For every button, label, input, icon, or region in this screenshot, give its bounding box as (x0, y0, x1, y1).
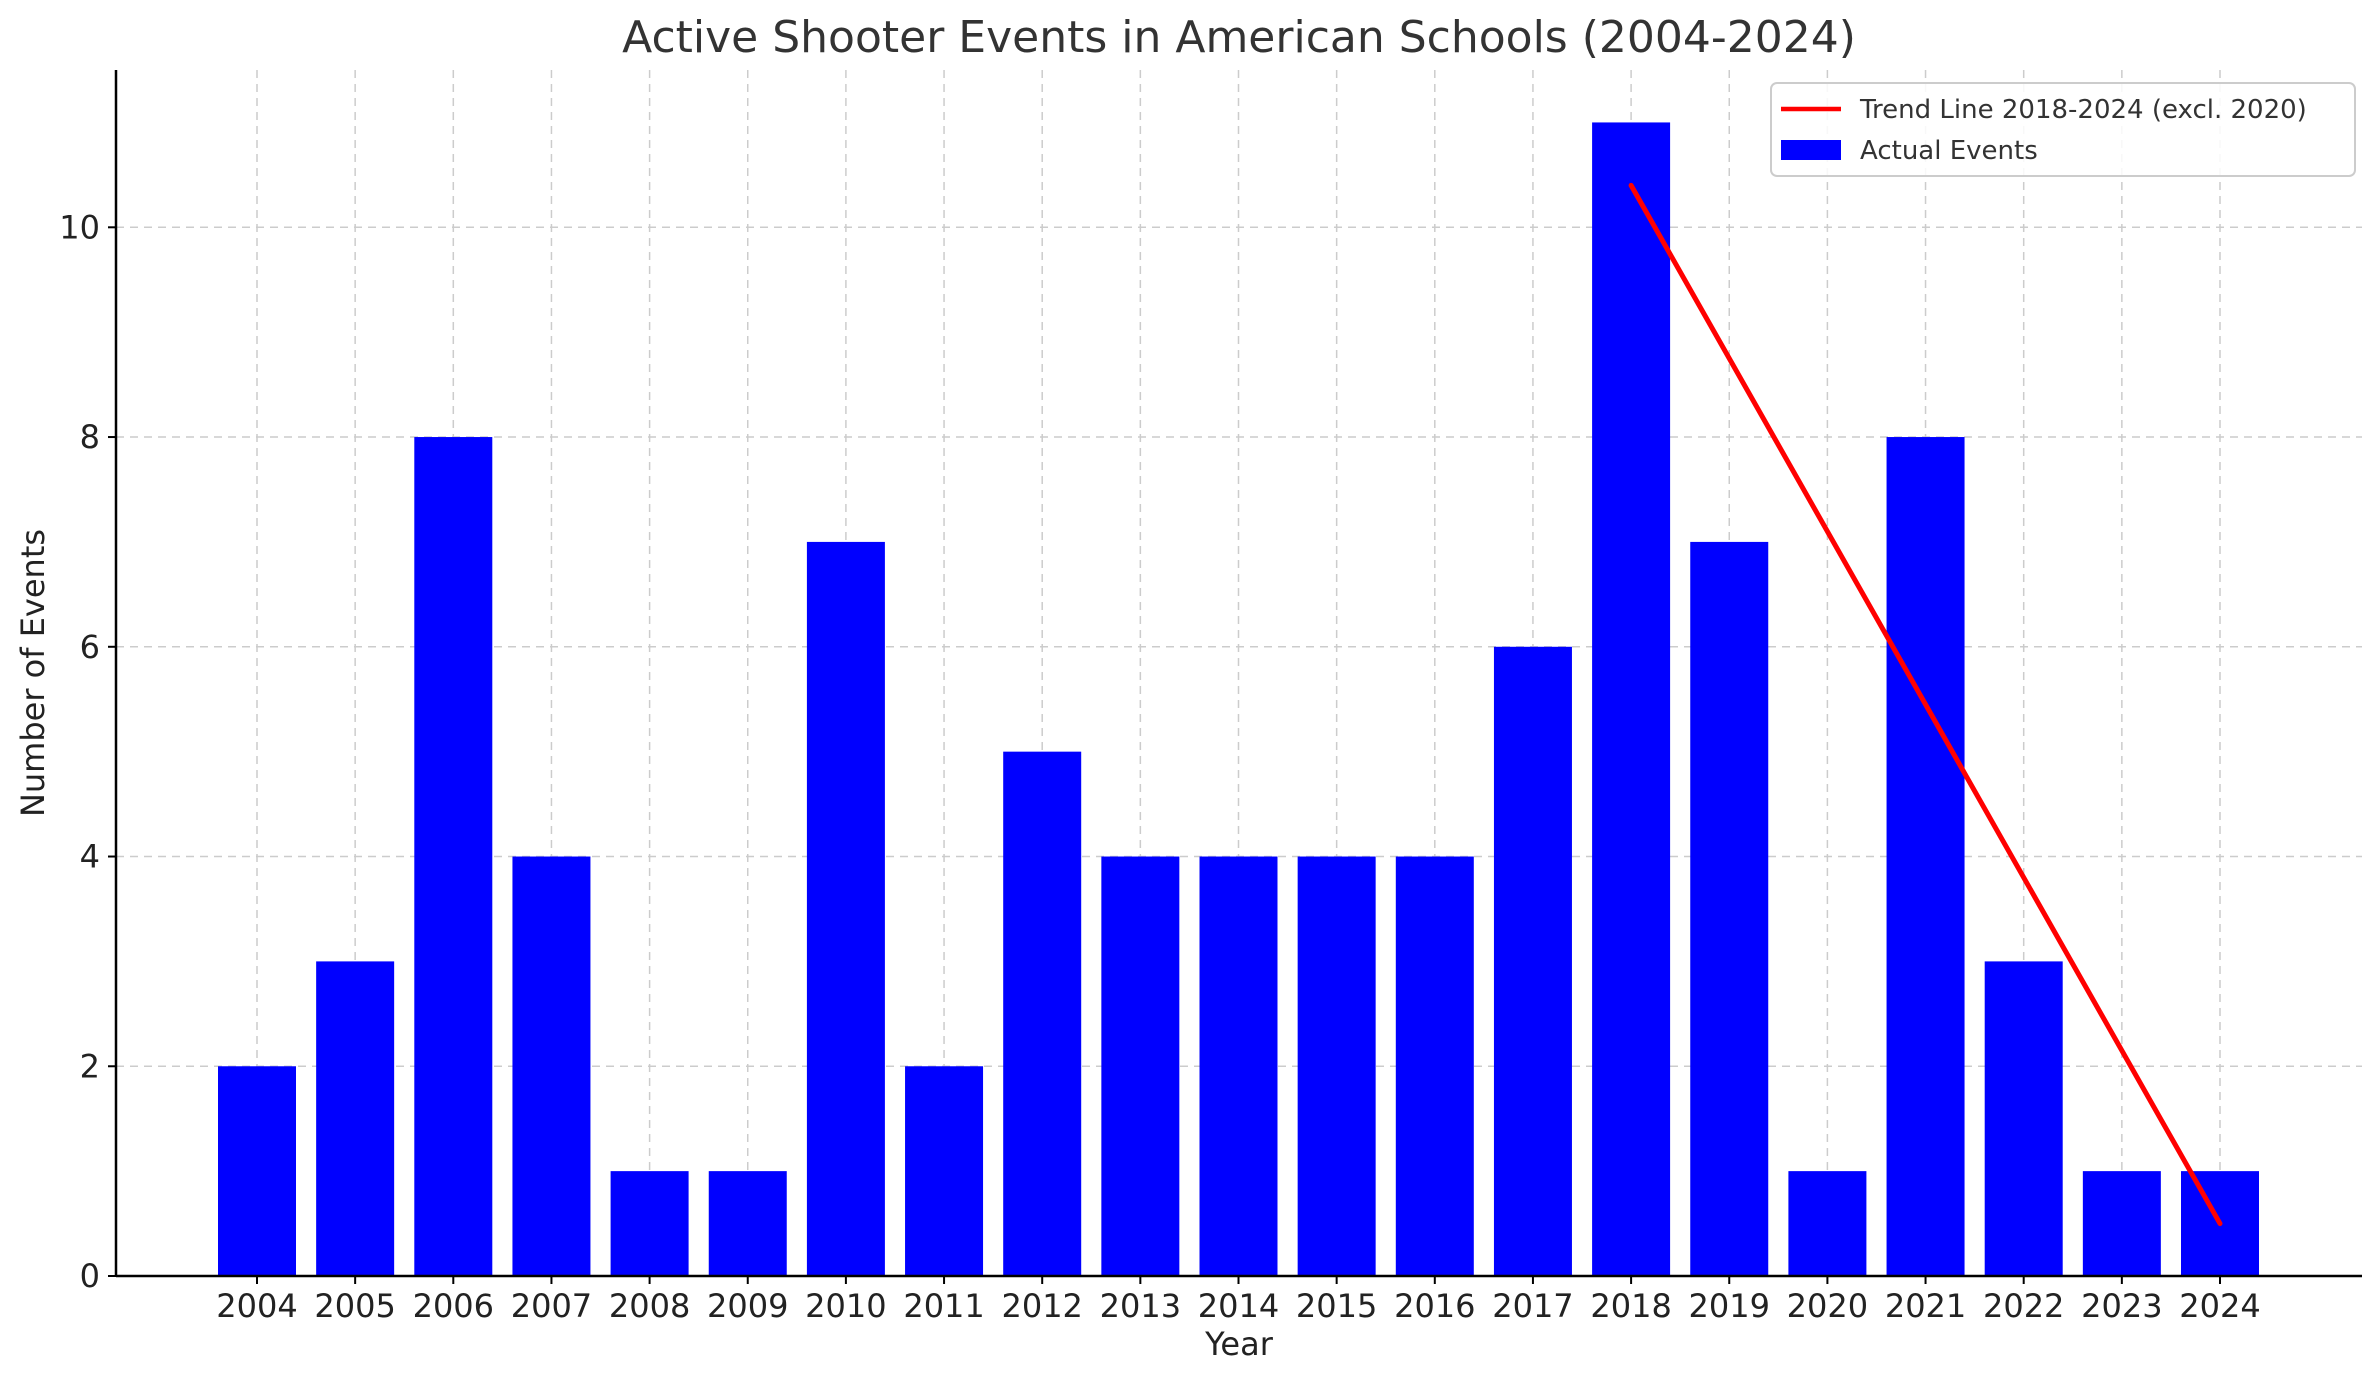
x-tick-label: 2020 (1787, 1287, 1868, 1325)
bar (1493, 646, 1572, 1276)
x-tick-label: 2008 (609, 1287, 690, 1325)
x-tick-label: 2009 (707, 1287, 788, 1325)
bar (1788, 1171, 1867, 1276)
bar (610, 1171, 689, 1276)
legend: Trend Line 2018-2024 (excl. 2020) Actual… (1770, 82, 2356, 177)
trend-line (1628, 182, 2223, 1227)
x-tick-label: 2021 (1885, 1287, 1966, 1325)
bar (1690, 541, 1769, 1276)
bar (905, 1066, 984, 1276)
bar (2082, 1171, 2161, 1276)
x-axis-label: Year (1204, 1325, 1274, 1363)
bar (806, 541, 885, 1276)
bar (316, 961, 395, 1276)
x-tick-label: 2012 (1001, 1287, 1082, 1325)
bar (218, 1066, 296, 1276)
legend-box (1770, 82, 2356, 177)
bar (1886, 437, 1965, 1277)
bar (1592, 122, 1671, 1276)
x-tick-label: 2016 (1394, 1287, 1475, 1325)
x-tick-label: 2022 (1983, 1287, 2064, 1325)
x-tick-label: 2011 (903, 1287, 984, 1325)
grid (116, 70, 2362, 1276)
y-tick-label: 10 (59, 208, 100, 246)
bar (414, 437, 493, 1277)
x-tick-label: 2010 (805, 1287, 886, 1325)
bar (512, 856, 591, 1276)
x-tick-label: 2007 (511, 1287, 592, 1325)
x-tick-label: 2005 (314, 1287, 395, 1325)
y-tick-label: 0 (80, 1257, 100, 1295)
y-tick-label: 6 (80, 628, 100, 666)
bar (1297, 856, 1376, 1276)
bar (1101, 856, 1180, 1276)
bar-series (218, 122, 2259, 1277)
x-tick-label: 2014 (1198, 1287, 1279, 1325)
y-axis-label: Number of Events (14, 529, 52, 817)
y-tick-label: 4 (80, 838, 100, 876)
x-tick-label: 2024 (2179, 1287, 2260, 1325)
x-tick-label: 2006 (413, 1287, 494, 1325)
bar (1199, 856, 1278, 1276)
bar (1003, 751, 1082, 1276)
y-tick-labels: 0 2 4 6 8 10 (59, 208, 116, 1295)
bar (708, 1171, 787, 1276)
legend-trend-line-label: Trend Line 2018-2024 (excl. 2020) (1859, 95, 2307, 125)
x-tick-label: 2023 (2081, 1287, 2162, 1325)
legend-bar-swatch (1781, 140, 1841, 160)
legend-bar-label: Actual Events (1860, 136, 2038, 166)
trend-line-series (1628, 182, 2223, 1227)
y-tick-label: 2 (80, 1047, 100, 1085)
y-tick-label: 8 (80, 418, 100, 456)
x-tick-label: 2004 (216, 1287, 297, 1325)
x-tick-labels: 2004 2005 2006 2007 2008 2009 2010 2011 2012 2013… (216, 1276, 2261, 1325)
x-tick-label: 2013 (1100, 1287, 1181, 1325)
x-tick-label: 2017 (1492, 1287, 1573, 1325)
chart-title: Active Shooter Events in American School… (622, 12, 1856, 63)
bar (1984, 961, 2063, 1276)
x-tick-label: 2015 (1296, 1287, 1377, 1325)
x-tick-label: 2018 (1590, 1287, 1671, 1325)
bar (1395, 856, 1474, 1276)
x-tick-label: 2019 (1689, 1287, 1770, 1325)
